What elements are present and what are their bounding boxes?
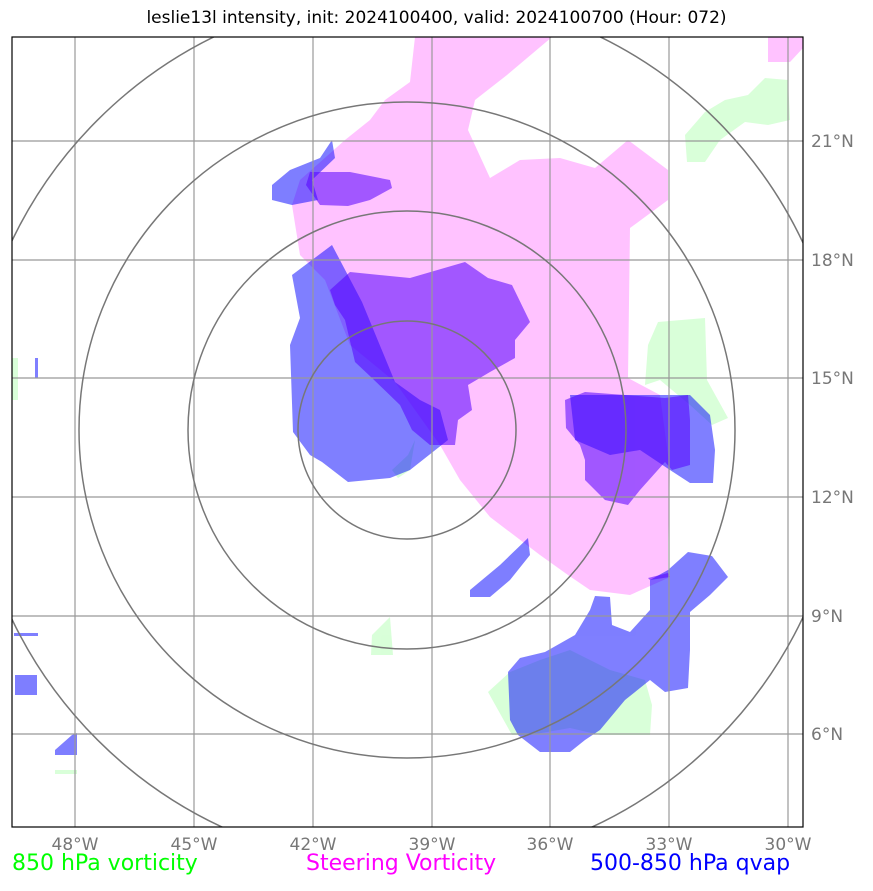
lat-tick-label: 12°N bbox=[811, 488, 854, 508]
lon-tick-label: 42°W bbox=[290, 835, 337, 855]
vorticity-field bbox=[371, 617, 393, 655]
graticule bbox=[12, 37, 803, 827]
qvap-core-field bbox=[648, 573, 670, 580]
lat-tick-label: 21°N bbox=[811, 132, 854, 152]
map-layers bbox=[12, 37, 803, 827]
lat-tick-label: 6°N bbox=[811, 725, 843, 745]
range-ring bbox=[297, 320, 517, 540]
lat-tick-label: 15°N bbox=[811, 369, 854, 389]
lat-tick-label: 18°N bbox=[811, 251, 854, 271]
legend-qvap: 500-850 hPa qvap bbox=[590, 851, 791, 876]
vorticity-field bbox=[12, 358, 18, 400]
lon-tick-label: 30°W bbox=[765, 835, 812, 855]
legend-steering-vorticity: Steering Vorticity bbox=[306, 851, 497, 876]
qvap-field bbox=[470, 538, 530, 597]
qvap-core-field bbox=[565, 392, 690, 505]
qvap-field bbox=[35, 358, 38, 378]
qvap-field bbox=[15, 675, 37, 695]
lon-tick-label: 39°W bbox=[409, 835, 456, 855]
vorticity-field bbox=[685, 78, 790, 162]
vorticity-field bbox=[645, 318, 728, 425]
qvap-core-field bbox=[306, 172, 392, 206]
range-ring bbox=[187, 210, 627, 650]
range-rings bbox=[12, 37, 803, 827]
latitude-labels: 21°N 18°N 15°N 12°N 9°N 6°N bbox=[811, 132, 854, 745]
lon-tick-label: 45°W bbox=[171, 835, 218, 855]
steering-vorticity-field bbox=[768, 37, 803, 62]
range-ring bbox=[78, 101, 736, 759]
vorticity-field bbox=[55, 770, 77, 774]
lon-tick-label: 36°W bbox=[527, 835, 574, 855]
lon-tick-label: 33°W bbox=[646, 835, 693, 855]
map-title: leslie13l intensity, init: 2024100400, v… bbox=[146, 8, 727, 28]
map-frame bbox=[11, 36, 804, 828]
qvap-field bbox=[55, 733, 77, 755]
lat-tick-label: 9°N bbox=[811, 607, 843, 627]
qvap-field bbox=[272, 140, 335, 205]
lon-tick-label: 48°W bbox=[52, 835, 99, 855]
legend-850-vorticity: 850 hPa vorticity bbox=[12, 851, 198, 876]
qvap-core-field bbox=[330, 262, 530, 445]
longitude-labels: 48°W 45°W 42°W 39°W 36°W 33°W 30°W bbox=[52, 835, 812, 855]
qvap-field bbox=[14, 633, 38, 636]
qvap-core-fields bbox=[306, 172, 690, 580]
qvap-field bbox=[508, 552, 728, 752]
